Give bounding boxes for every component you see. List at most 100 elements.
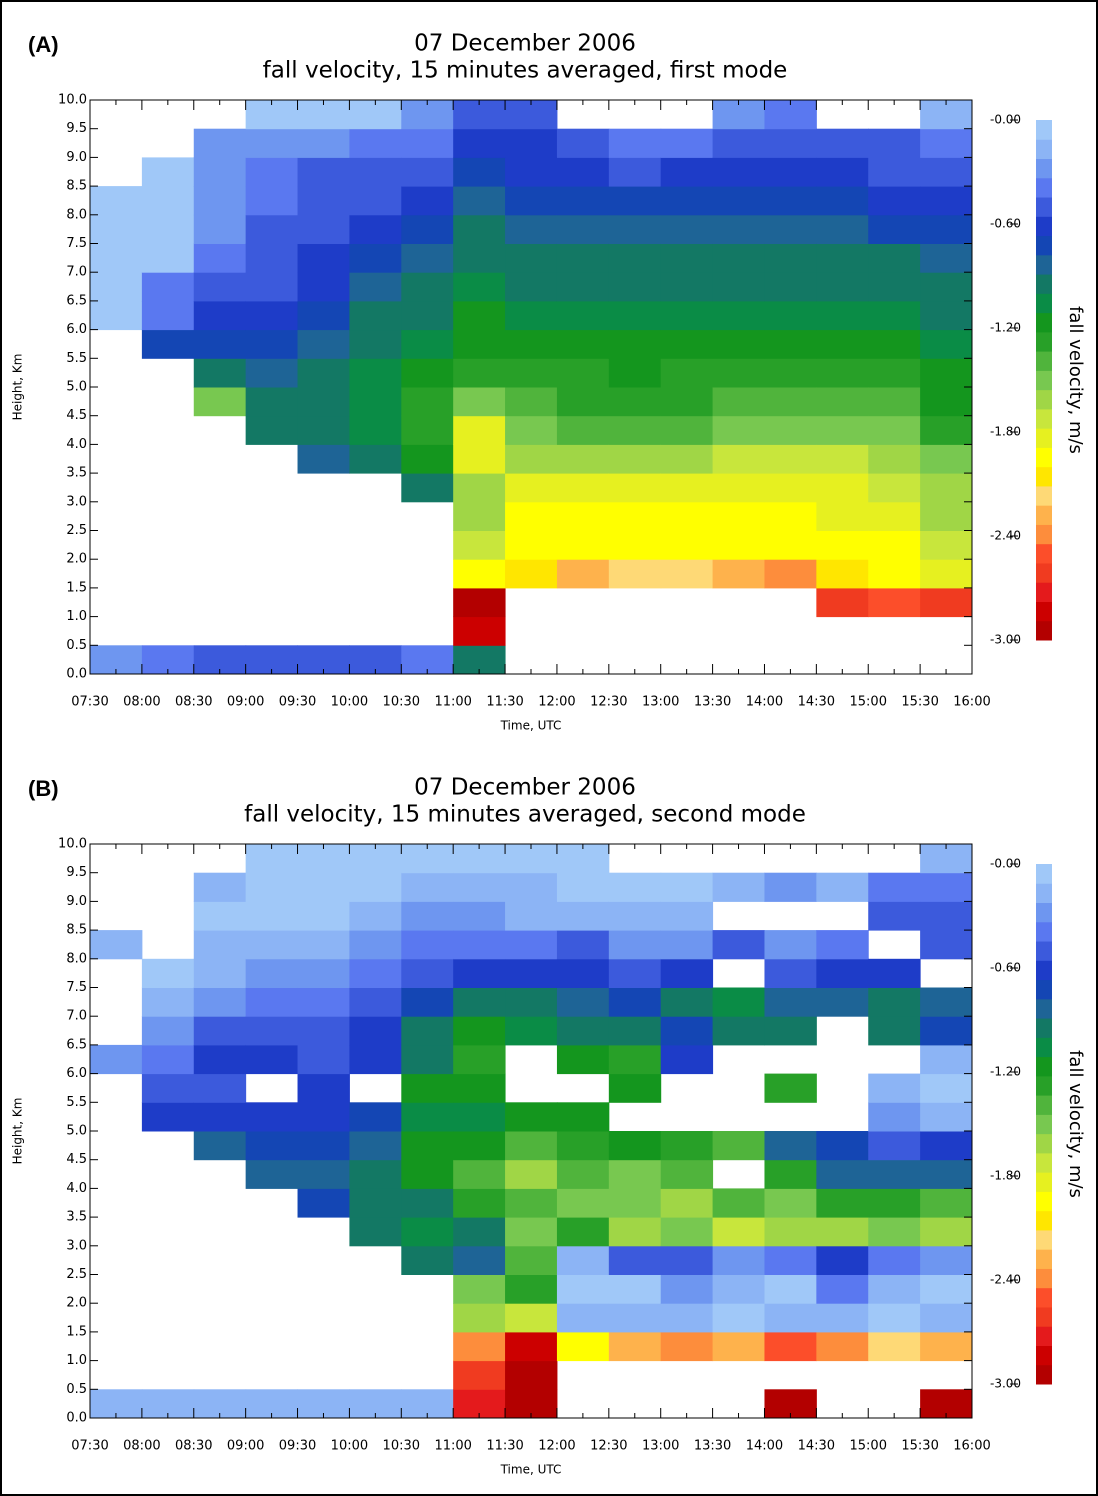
heatmap-cell [245, 272, 299, 302]
heatmap-cell [453, 243, 506, 273]
heatmap-cell [141, 157, 195, 187]
heatmap-cell [245, 415, 299, 445]
heatmap-cell [764, 930, 817, 960]
heatmap-cell [868, 1159, 921, 1189]
heatmap-cell [556, 901, 610, 931]
heatmap-cell [556, 1159, 610, 1189]
heatmap-cell [712, 1245, 765, 1275]
colorbar-swatch [1036, 1191, 1052, 1212]
y-tick-label: 8.5 [66, 923, 87, 938]
heatmap-cell [764, 243, 817, 273]
heatmap-cell [297, 901, 350, 931]
heatmap-cell [608, 272, 662, 302]
heatmap-cell [297, 128, 350, 158]
y-tick-label: 9.0 [66, 150, 87, 165]
heatmap-cell [764, 1331, 817, 1362]
heatmap-cell [453, 1044, 506, 1075]
heatmap-cell [868, 1073, 921, 1103]
heatmap-cell [453, 272, 506, 302]
heatmap-cell [505, 1360, 558, 1390]
heatmap-cell [712, 243, 765, 273]
heatmap-cell [608, 930, 662, 960]
heatmap-cell [868, 415, 921, 445]
heatmap-cell [505, 501, 558, 531]
heatmap-cell [556, 987, 610, 1017]
heatmap-cell [816, 214, 869, 244]
heatmap-cell [868, 958, 921, 988]
heatmap-cell [816, 329, 869, 359]
heatmap-cell [193, 329, 247, 359]
colorbar-swatch [1036, 485, 1052, 506]
heatmap-cell [193, 214, 247, 244]
colorbar-swatch [1036, 274, 1052, 294]
heatmap-cell [453, 1303, 506, 1333]
heatmap-cell [920, 1131, 973, 1161]
heatmap-cell [297, 930, 350, 960]
heatmap-cell [868, 1245, 921, 1275]
heatmap-cell [608, 987, 662, 1017]
heatmap-cell [401, 157, 454, 187]
heatmap-cell [297, 987, 350, 1017]
heatmap-cell [90, 272, 143, 302]
heatmap-cell [401, 1131, 454, 1161]
heatmap-cell [349, 1217, 402, 1247]
heatmap-cell [556, 1131, 610, 1161]
heatmap-cell [608, 1274, 662, 1304]
heatmap-cell [660, 473, 714, 503]
heatmap-cell [764, 272, 817, 302]
y-tick-label: 9.5 [66, 865, 87, 880]
colorbar-swatch [1036, 1229, 1052, 1250]
y-tick-label: 2.0 [66, 1296, 87, 1311]
heatmap-cell [816, 415, 869, 445]
heatmap-cell [816, 872, 869, 902]
colorbar-swatch [1036, 1037, 1052, 1058]
heatmap-cell [90, 930, 143, 960]
heatmap-cell [297, 1159, 350, 1189]
colorbar-swatch [1036, 1345, 1052, 1366]
heatmap-cell [245, 1102, 299, 1132]
heatmap-cell [608, 1245, 662, 1275]
heatmap-cell [608, 1131, 662, 1161]
heatmap-cell [141, 186, 195, 216]
heatmap-cell [141, 329, 195, 359]
heatmap-cell [141, 1102, 195, 1132]
x-tick-label: 08:30 [175, 695, 212, 710]
y-tick-label: 0.5 [66, 638, 87, 653]
heatmap-cell [712, 444, 765, 474]
heatmap-cell [660, 1303, 714, 1333]
heatmap-cell [505, 300, 558, 331]
heatmap-cell [297, 243, 350, 273]
colorbar-swatch [1036, 582, 1052, 602]
colorbar-tick-label: -1.20 [990, 321, 1021, 335]
x-tick-label: 10:30 [383, 1439, 420, 1454]
heatmap-cell [297, 272, 350, 302]
heatmap-cell [453, 559, 506, 589]
chart-title: 07 December 2006 [414, 775, 636, 801]
heatmap-cell [349, 329, 402, 359]
heatmap-cell [349, 1131, 402, 1161]
heatmap-cell [193, 901, 247, 931]
y-tick-label: 3.0 [66, 1238, 87, 1253]
heatmap-cell [453, 530, 506, 560]
x-tick-label: 13:00 [642, 1439, 679, 1454]
heatmap-cell [349, 128, 402, 158]
heatmap-cell [764, 473, 817, 503]
heatmap-cell [920, 1073, 973, 1103]
heatmap-cell [349, 300, 402, 331]
heatmap-cell [608, 559, 662, 589]
heatmap-cell [816, 1159, 869, 1189]
colorbar-swatch [1036, 216, 1052, 237]
heatmap-cell [193, 1102, 247, 1132]
colorbar-swatch [1036, 1095, 1052, 1115]
heatmap-cell [505, 415, 558, 445]
colorbar-swatch [1036, 883, 1052, 904]
y-tick-label: 7.0 [66, 265, 87, 280]
heatmap-cell [193, 1131, 247, 1161]
heatmap-cell [193, 1016, 247, 1046]
heatmap-cell [349, 358, 402, 388]
heatmap-cell [556, 930, 610, 960]
heatmap-cell [868, 501, 921, 531]
heatmap-cell [401, 958, 454, 988]
heatmap-cell [608, 1044, 662, 1075]
heatmap-cell [816, 128, 869, 158]
